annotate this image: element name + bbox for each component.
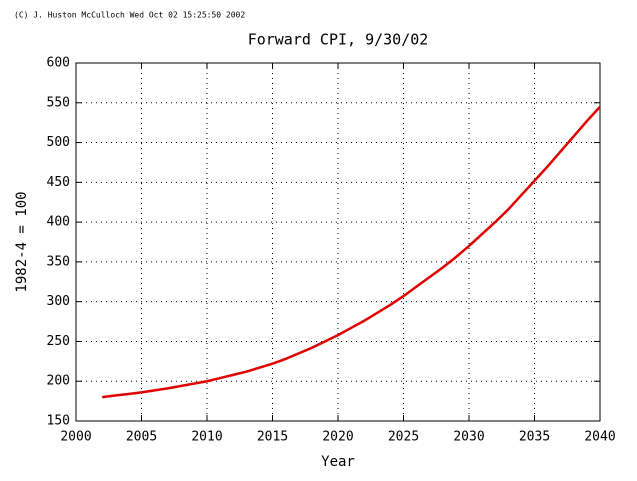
x-tick-label: 2020: [322, 430, 353, 445]
y-tick-label: 600: [47, 56, 70, 71]
y-tick-label: 150: [47, 414, 70, 429]
x-tick-label: 2015: [257, 430, 288, 445]
data-line: [102, 105, 601, 399]
chart-title: Forward CPI, 9/30/02: [248, 31, 429, 49]
x-tick-label: 2010: [191, 430, 222, 445]
y-axis-label: 1982-4 = 100: [14, 191, 30, 292]
y-tick-label: 550: [47, 95, 70, 110]
x-tick-label: 2000: [60, 430, 91, 445]
y-tick-label: 300: [47, 294, 70, 309]
x-tick-label: 2005: [126, 430, 157, 445]
y-tick-label: 500: [47, 135, 70, 150]
x-axis-label: Year: [321, 454, 355, 470]
x-tick-label: 2040: [584, 430, 615, 445]
y-tick-label: 200: [47, 374, 70, 389]
x-tick-label: 2030: [453, 430, 484, 445]
x-tick-label: 2035: [519, 430, 550, 445]
credit: (C) J. Huston McCulloch Wed Oct 02 15:25…: [14, 11, 245, 20]
plot-frame: [75, 62, 601, 422]
x-tick-label: 2025: [388, 430, 419, 445]
y-tick-label: 250: [47, 334, 70, 349]
y-tick-label: 450: [47, 175, 70, 190]
y-tick-label: 400: [47, 215, 70, 230]
y-tick-label: 350: [47, 254, 70, 269]
